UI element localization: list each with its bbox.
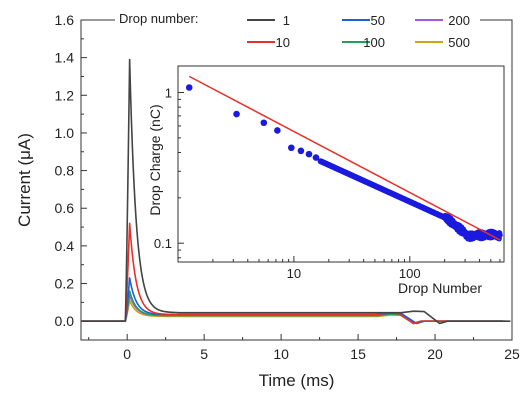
main-y-tick-label: 0.8	[55, 163, 75, 179]
legend-label-200: 200	[448, 13, 470, 28]
series-line-100	[81, 290, 503, 325]
inset-fit-line	[188, 75, 501, 241]
main-x-tick-label: 10	[273, 346, 289, 362]
main-y-tick-label: 1.0	[55, 125, 75, 141]
inset-data-point	[497, 232, 503, 238]
main-x-tick-label: 15	[350, 346, 366, 362]
legend-label-1: 1	[283, 13, 290, 28]
inset-data-point	[274, 127, 281, 134]
inset-x-axis-label: Drop Number	[398, 280, 482, 296]
series-line-1	[81, 58, 511, 325]
inset-data-point	[288, 144, 295, 152]
main-y-tick-label: 1.4	[55, 50, 75, 66]
legend-label-500: 500	[448, 35, 470, 50]
inset-plot: 10 100 1 0.1 Drop Number Drop Charge (nC)	[147, 65, 505, 296]
main-y-tick-label: 0.0	[55, 313, 75, 329]
main-y-axis-label: Current (μA)	[15, 133, 34, 227]
main-y-tick-label: 0.4	[55, 238, 75, 254]
inset-data-point	[305, 150, 313, 158]
main-series-group	[81, 58, 511, 325]
inset-data-point	[233, 110, 240, 118]
main-x-tick-label: 20	[427, 346, 443, 362]
legend-title: Drop number:	[119, 11, 198, 26]
inset-data-point	[312, 154, 320, 161]
series-line-10	[81, 222, 503, 325]
main-y-tick-label: 1.2	[55, 87, 75, 103]
inset-data-group	[185, 75, 503, 242]
inset-y-tick-label: 1	[165, 86, 172, 101]
inset-y-axis-label: Drop Charge (nC)	[147, 104, 163, 215]
main-y-tick-label: 0.2	[55, 276, 75, 292]
main-y-tick-label: 0.6	[55, 200, 75, 216]
series-line-500	[81, 299, 503, 325]
inset-axes: 10 100 1 0.1	[154, 86, 501, 281]
main-x-tick-label: 5	[200, 346, 208, 362]
inset-data-point	[297, 147, 305, 155]
legend-box	[115, 8, 480, 54]
main-axes: 0 5 10 15 20 25 0.0 0.2 0.4 0.6 0.8 1.0 1.2 1.4 1.6	[55, 12, 520, 362]
main-x-tick-label: 25	[504, 346, 520, 362]
legend-label-50: 50	[371, 13, 385, 28]
inset-data-point	[260, 119, 268, 127]
main-x-axis-label: Time (ms)	[259, 371, 335, 390]
inset-y-tick-label: 0.1	[154, 236, 172, 251]
inset-x-tick-label: 10	[287, 266, 301, 281]
inset-x-tick-label: 100	[399, 266, 421, 281]
inset-data-point	[185, 84, 193, 91]
main-y-tick-label: 1.6	[55, 12, 75, 28]
main-x-tick-label: 0	[123, 346, 131, 362]
legend: Drop number: 1 10 50 100 200 500	[115, 8, 480, 54]
series-line-200	[81, 294, 503, 325]
legend-label-10: 10	[276, 35, 290, 50]
legend-label-100: 100	[363, 35, 385, 50]
